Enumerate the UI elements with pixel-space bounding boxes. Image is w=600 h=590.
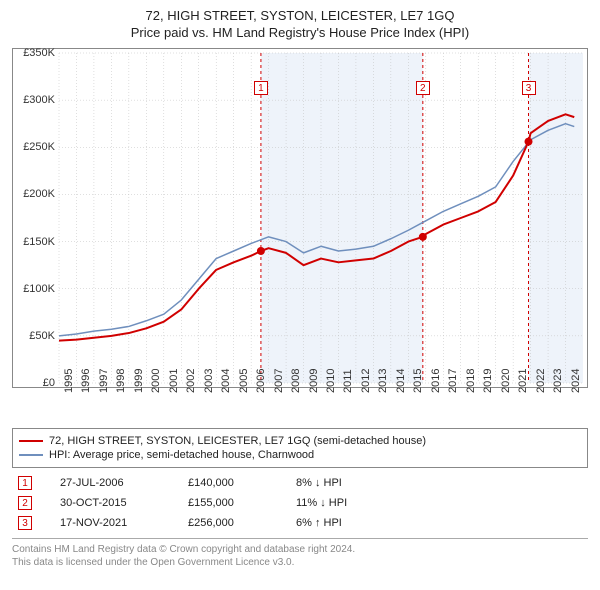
events-table: 1 27-JUL-2006 £140,000 8% ↓ HPI 2 30-OCT-2015…	[12, 476, 588, 530]
x-axis-label: 2009	[308, 369, 320, 393]
event-row: 1 27-JUL-2006 £140,000 8% ↓ HPI	[18, 476, 588, 490]
y-axis-label: £200K	[23, 188, 55, 200]
legend: 72, HIGH STREET, SYSTON, LEICESTER, LE7 …	[12, 428, 588, 468]
x-axis-label: 1997	[98, 369, 110, 393]
x-axis-label: 2010	[325, 369, 337, 393]
legend-label: 72, HIGH STREET, SYSTON, LEICESTER, LE7 …	[49, 435, 426, 447]
event-marker-2: 2	[416, 81, 430, 95]
x-axis-label: 2024	[570, 369, 582, 393]
title-line-1: 72, HIGH STREET, SYSTON, LEICESTER, LE7 …	[12, 8, 588, 23]
legend-row: 72, HIGH STREET, SYSTON, LEICESTER, LE7 …	[19, 435, 581, 447]
x-axis-label: 2023	[552, 369, 564, 393]
y-axis-label: £100K	[23, 283, 55, 295]
title-line-2: Price paid vs. HM Land Registry's House …	[12, 25, 588, 40]
x-axis-label: 1999	[133, 369, 145, 393]
x-axis-label: 2013	[377, 369, 389, 393]
event-hpi: 8% ↓ HPI	[296, 477, 588, 489]
x-axis-label: 2011	[342, 369, 354, 393]
legend-swatch	[19, 440, 43, 442]
y-axis-label: £150K	[23, 236, 55, 248]
x-axis-label: 2020	[500, 369, 512, 393]
footer-line-1: Contains HM Land Registry data © Crown c…	[12, 543, 588, 556]
x-axis-label: 2008	[290, 369, 302, 393]
event-date: 27-JUL-2006	[60, 477, 160, 489]
event-number-box: 3	[18, 516, 32, 530]
x-axis-label: 2006	[255, 369, 267, 393]
x-axis-label: 2018	[465, 369, 477, 393]
x-axis-label: 2003	[203, 369, 215, 393]
x-axis-label: 2022	[535, 369, 547, 393]
event-date: 30-OCT-2015	[60, 497, 160, 509]
x-axis-label: 2019	[482, 369, 494, 393]
event-row: 2 30-OCT-2015 £155,000 11% ↓ HPI	[18, 496, 588, 510]
x-axis-label: 2002	[185, 369, 197, 393]
event-row: 3 17-NOV-2021 £256,000 6% ↑ HPI	[18, 516, 588, 530]
x-axis-label: 2017	[447, 369, 459, 393]
x-axis-label: 1998	[115, 369, 127, 393]
y-axis-label: £300K	[23, 94, 55, 106]
x-axis-label: 2000	[150, 369, 162, 393]
legend-label: HPI: Average price, semi-detached house,…	[49, 449, 314, 461]
x-axis-label: 2014	[395, 369, 407, 393]
x-axis-label: 2016	[430, 369, 442, 393]
x-axis-label: 2007	[273, 369, 285, 393]
event-price: £256,000	[188, 517, 268, 529]
footer: Contains HM Land Registry data © Crown c…	[12, 538, 588, 569]
event-number-box: 2	[18, 496, 32, 510]
event-marker-1: 1	[254, 81, 268, 95]
x-axis-label: 2012	[360, 369, 372, 393]
footer-line-2: This data is licensed under the Open Gov…	[12, 556, 588, 569]
event-number-box: 1	[18, 476, 32, 490]
x-axis-label: 1995	[63, 369, 75, 393]
x-axis-label: 1996	[80, 369, 92, 393]
legend-row: HPI: Average price, semi-detached house,…	[19, 449, 581, 461]
y-axis-label: £50K	[29, 330, 55, 342]
event-date: 17-NOV-2021	[60, 517, 160, 529]
event-hpi: 6% ↑ HPI	[296, 517, 588, 529]
x-axis-label: 2021	[517, 369, 529, 393]
x-axis-label: 2015	[412, 369, 424, 393]
legend-swatch	[19, 454, 43, 456]
x-axis-label: 2004	[220, 369, 232, 393]
price-chart: £0£50K£100K£150K£200K£250K£300K£350K 199…	[12, 48, 588, 388]
event-hpi: 11% ↓ HPI	[296, 497, 588, 509]
x-axis-label: 2005	[238, 369, 250, 393]
event-marker-3: 3	[522, 81, 536, 95]
y-axis-label: £250K	[23, 141, 55, 153]
x-axis-label: 2001	[168, 369, 180, 393]
event-price: £155,000	[188, 497, 268, 509]
y-axis-label: £0	[43, 377, 55, 389]
event-price: £140,000	[188, 477, 268, 489]
y-axis-label: £350K	[23, 47, 55, 59]
